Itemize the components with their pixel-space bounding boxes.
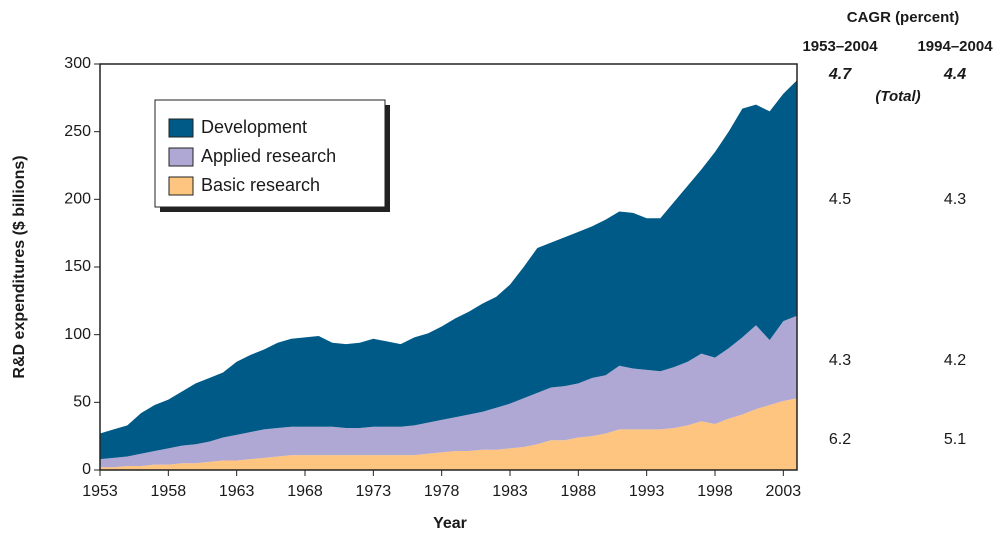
area [100, 398, 797, 470]
y-tick-label: 0 [82, 461, 91, 478]
y-tick-label: 300 [64, 55, 91, 72]
x-tick-label: 1998 [697, 483, 733, 500]
x-tick-label: 1983 [492, 483, 528, 500]
x-tick-label: 2003 [766, 483, 802, 500]
legend-swatch [168, 118, 194, 138]
y-axis-label: R&D expenditures ($ billions) [11, 155, 28, 378]
y-tick-label: 200 [64, 191, 91, 208]
x-tick-label: 1978 [424, 483, 460, 500]
legend-label: Development [201, 117, 307, 137]
cagr-value: 4.5 [829, 191, 851, 208]
cagr-value: 4.7 [828, 66, 852, 83]
legend-label: Basic research [201, 175, 320, 195]
cagr-total-label: (Total) [875, 88, 920, 105]
x-tick-label: 1993 [629, 483, 665, 500]
y-tick-label: 150 [64, 258, 91, 275]
legend-label: Applied research [201, 146, 336, 166]
cagr-value: 4.4 [943, 66, 966, 83]
cagr-column: 1994–2004 [917, 38, 993, 55]
cagr-value: 4.3 [944, 191, 966, 208]
legend-swatch [168, 147, 194, 167]
area [100, 315, 797, 468]
cagr-value: 4.3 [829, 352, 851, 369]
y-tick-label: 250 [64, 123, 91, 140]
cagr-value: 6.2 [829, 431, 851, 448]
x-axis-label: Year [433, 515, 467, 532]
cagr-column: 1953–2004 [802, 38, 878, 55]
legend-swatch [168, 176, 194, 196]
x-tick-label: 1973 [356, 483, 392, 500]
y-tick-label: 50 [73, 394, 91, 411]
area [100, 80, 797, 460]
y-tick-label: 100 [64, 326, 91, 343]
x-tick-label: 1958 [151, 483, 187, 500]
x-tick-label: 1968 [287, 483, 323, 500]
x-tick-label: 1963 [219, 483, 255, 500]
x-tick-label: 1953 [82, 483, 118, 500]
cagr-value: 5.1 [944, 431, 966, 448]
cagr-title: CAGR (percent) [847, 9, 960, 26]
x-tick-label: 1988 [561, 483, 597, 500]
cagr-value: 4.2 [944, 352, 966, 369]
